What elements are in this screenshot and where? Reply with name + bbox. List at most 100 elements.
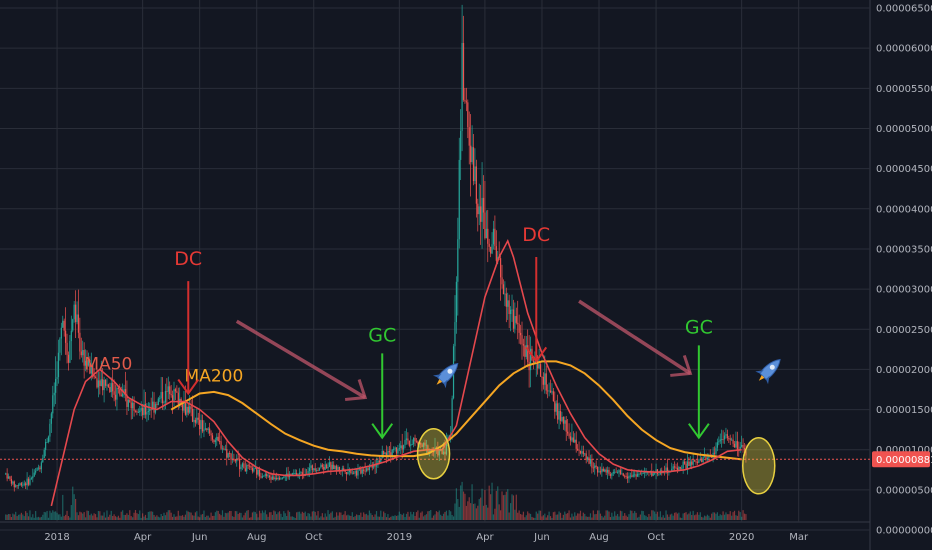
volume-bar [736,515,738,520]
volume-bar [354,516,356,520]
candle-body [465,101,467,103]
candle-body [733,443,736,448]
x-axis: 2018 Apr Jun Aug Oct 2019 Apr Jun Aug Oct 2020 Mar [44,532,809,543]
volume-bar [549,516,552,520]
volume-bar [323,517,325,520]
candle-body [507,300,509,307]
volume-bar [532,517,535,520]
candle-body [83,349,85,366]
volume-bar [582,512,584,520]
candle-body [102,379,104,391]
candle-body [278,477,281,480]
candle-body [367,468,369,471]
candle-body [213,439,215,443]
volume-bar [207,515,209,520]
trend-arrow [578,299,692,375]
candle-body [472,147,475,182]
candle-body [561,417,563,421]
candle-body [281,477,283,479]
candle-body [15,485,17,488]
volume-bar [591,517,593,520]
volume-bar [174,516,177,520]
candle-body [567,431,569,434]
candle-body [521,335,523,345]
volume-bar [92,515,94,520]
candle-body [258,469,261,477]
candle-body [343,468,345,471]
volume-bar [96,517,98,520]
volume-bar [595,514,597,520]
candle-body [702,457,704,463]
volume-bar [742,510,744,520]
volume-bar [43,511,45,520]
volume-bar [668,516,670,520]
volume-bar [67,515,70,520]
candle-body [226,449,228,458]
volume-bar [552,512,554,520]
volume-bar [348,515,351,520]
volume-bar [254,512,256,520]
volume-bar [715,513,717,520]
candle-body [602,468,604,472]
x-tick-label: Oct [305,532,322,543]
volume-bar [116,517,118,520]
candle-body [569,436,572,441]
volume-bar [161,516,164,520]
volume-bar [347,514,349,520]
rocket-window [769,364,775,370]
volume-bar [437,512,439,520]
volume-bar [457,498,459,520]
volume-bar [698,514,700,520]
candle-body [695,461,697,463]
volume-bar [274,511,276,520]
volume-bar [364,514,366,520]
candle-body [150,409,152,410]
volume-bar [547,515,549,520]
volume-bar [331,511,333,520]
volume-bar [150,511,152,520]
volume-bar [512,495,515,520]
candle-body [701,458,703,463]
volume-bar [559,512,562,520]
volume-bar [391,515,393,520]
candle-body [487,228,489,244]
volume-bar [743,513,746,520]
volume-bar [619,510,622,520]
x-tick-label: Apr [134,532,152,543]
candle-body [685,463,687,469]
volume-bar [233,516,235,520]
volume-bar [691,515,693,520]
candle-body [658,474,660,475]
candle-body [378,460,380,463]
volume-bar [146,517,148,520]
candle-body [504,293,506,295]
volume-bar [709,517,711,520]
candle-body [152,401,154,410]
volume-bar [579,510,582,520]
volume-bar [636,517,639,520]
candle-body [636,474,639,477]
volume-bar [133,512,135,520]
candle-body [742,444,744,448]
candle-body [689,461,691,466]
volume-bar [126,513,128,520]
volume-bar [528,513,530,520]
candle-body [505,293,507,307]
candle-body [545,373,547,391]
volume-bar [261,510,264,520]
volume-bar [388,517,390,520]
candle-body [25,483,27,486]
volume-bar [716,512,718,520]
candle-body [73,304,75,320]
candle-body [293,473,295,474]
annotation-label: DC [522,224,550,246]
volume-bar [36,517,38,520]
candle-body [318,467,321,471]
candle-body [375,465,378,467]
candle-body [575,439,577,449]
candle-body [280,478,282,480]
volume-bar [624,513,626,520]
candle-body [264,474,266,476]
volume-bar [632,513,634,520]
